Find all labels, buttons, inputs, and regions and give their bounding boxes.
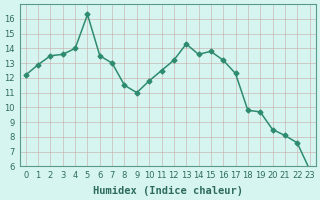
X-axis label: Humidex (Indice chaleur): Humidex (Indice chaleur): [93, 186, 243, 196]
